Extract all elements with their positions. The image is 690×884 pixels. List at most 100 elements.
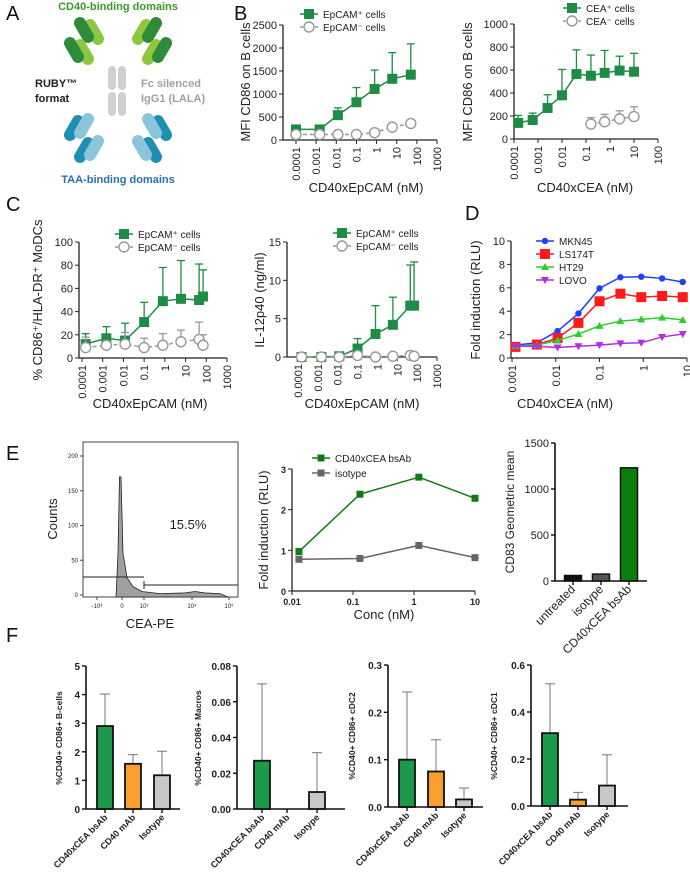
x-tick-label: 0.01	[551, 365, 563, 386]
data-point	[553, 336, 562, 344]
legend-marker	[566, 15, 578, 27]
x-category-label: Isotype	[439, 810, 468, 839]
x-tick-label: 0.0001	[293, 364, 305, 398]
x-tick-label: 100	[201, 365, 213, 383]
panel-letter-d: D	[465, 203, 479, 225]
y-tick-label: 0	[281, 587, 286, 597]
series-1: EpCAM⁻ cells	[295, 240, 420, 363]
data-point	[356, 490, 364, 498]
series-0: CD40xCEA bsAb	[295, 454, 479, 556]
x-tick-label: 10	[392, 364, 404, 376]
y-tick-label: 8	[499, 259, 505, 271]
y-tick-label: 0.6	[511, 661, 525, 672]
chart-b1: 0 500 1000 1500 2000 2500 0.0001 0.001 0.01 0.1 1 1…	[238, 9, 444, 195]
cd40-domain	[132, 19, 152, 45]
data-point	[511, 343, 520, 351]
x-tick-label: 10	[682, 365, 690, 377]
y-tick-label: 1	[74, 776, 80, 787]
data-point	[658, 275, 666, 282]
ruby-format-label-1: RUBY™	[35, 78, 77, 90]
y-tick-label: 100	[55, 237, 73, 249]
bar-isotype	[308, 791, 326, 810]
legend-label: EpCAM⁻ cells	[138, 243, 201, 254]
legend-marker	[337, 228, 347, 238]
x-tick-label: 1	[411, 597, 416, 607]
legend-label: MKN45	[559, 237, 593, 248]
data-point	[595, 342, 604, 350]
x-tick-label: 10	[392, 147, 404, 159]
x-tick-label: 0.01	[331, 147, 343, 168]
x-tick-label: 0.1	[351, 147, 363, 162]
x-tick-label: 10⁵	[224, 603, 234, 610]
legend-marker	[567, 3, 577, 13]
taa-domain	[132, 135, 152, 161]
y-tick-label: 0	[543, 576, 549, 588]
legend-label: EpCAM⁻ cells	[323, 23, 386, 34]
data-point	[638, 273, 645, 280]
series-1: EpCAM⁻ cells	[290, 21, 417, 141]
data-point	[637, 339, 646, 347]
chart-e-line: 0 1 2 3 0.01 0.1 1 10 Conc (nM) Fold induction (R…	[256, 454, 480, 622]
y-tick-label: 100	[68, 524, 79, 530]
panel-letter-e: E	[6, 443, 19, 465]
x-axis-label: CD40xEpCAM (nM)	[93, 396, 208, 411]
y-tick-label: 0	[499, 353, 505, 365]
data-point	[386, 121, 398, 133]
x-tick-label: 0.1	[347, 597, 360, 607]
data-point	[574, 343, 583, 351]
taa-domains-label: TAA-binding domains	[61, 174, 174, 186]
data-point	[553, 344, 562, 352]
y-axis-label: Fold induction (RLU)	[468, 240, 483, 359]
bar-cd40-mab	[124, 762, 142, 810]
data-point	[678, 315, 687, 323]
y-tick-label: 4	[499, 306, 505, 318]
data-point	[614, 65, 625, 76]
x-tick-label: 0.1	[595, 365, 607, 380]
x-category-label: Isotype	[292, 812, 321, 841]
data-point	[351, 97, 362, 108]
legend-label: EpCAM⁺ cells	[323, 10, 386, 21]
fc-label-2: IgG1 (LALA)	[141, 93, 205, 105]
legend-marker	[303, 21, 315, 33]
x-tick-label: 0.01	[557, 146, 569, 167]
data-point	[616, 317, 625, 325]
y-tick-label: 0.06	[212, 698, 232, 709]
x-tick-label: 1	[372, 147, 384, 153]
cd40-domain	[142, 17, 162, 43]
panel-letter-a: A	[6, 3, 20, 25]
y-tick-label: 600	[490, 65, 508, 77]
y-tick-label: 3	[74, 719, 80, 730]
data-point	[198, 291, 209, 302]
y-axis-label: MFI CD86 on B cells	[238, 22, 253, 142]
x-tick-label: 1000	[222, 365, 234, 389]
y-tick-label: 0.4	[511, 708, 525, 719]
x-tick-label: 0.0001	[509, 146, 521, 180]
x-axis-label: CD40xEpCAM (nM)	[309, 180, 424, 195]
data-point	[658, 333, 667, 341]
y-tick-label: 400	[490, 88, 508, 100]
y-tick-label: 800	[490, 42, 508, 54]
legend-label: EpCAM⁻ cells	[356, 242, 419, 253]
y-tick-label: 0.1	[368, 756, 382, 767]
y-tick-label: 0	[74, 805, 80, 816]
series-0: EpCAM⁺ cells	[80, 229, 209, 350]
y-tick-label: 1	[281, 546, 286, 556]
bar-isotype	[598, 784, 616, 807]
data-point	[542, 102, 553, 113]
data-point	[615, 288, 626, 299]
data-point	[387, 319, 398, 330]
chart-d: 0 2 4 6 8 10 0.001 0.01 0.1 1 10 CD40xCEA (nM) Fold …	[468, 236, 690, 411]
y-tick-label: 60	[61, 283, 73, 295]
y-tick-label: 500	[531, 530, 549, 542]
taa-domain	[64, 115, 84, 141]
y-tick-label: 1000	[253, 89, 277, 101]
data-point	[471, 554, 479, 562]
data-point	[585, 118, 597, 130]
y-tick-label: 0.0	[511, 802, 525, 813]
y-axis-label: %CD40+ CD86+ cDC2	[347, 692, 357, 780]
x-tick-label: 1	[372, 364, 384, 370]
